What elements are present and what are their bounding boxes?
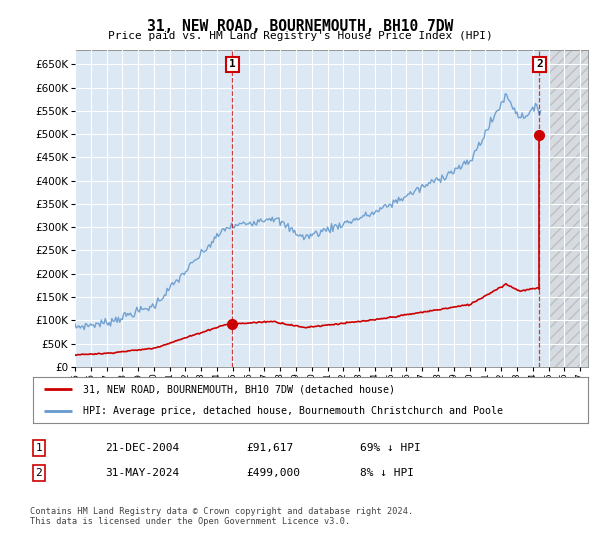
Text: HPI: Average price, detached house, Bournemouth Christchurch and Poole: HPI: Average price, detached house, Bour… — [83, 407, 503, 416]
Text: 21-DEC-2004: 21-DEC-2004 — [105, 443, 179, 453]
Text: £91,617: £91,617 — [246, 443, 293, 453]
Text: Price paid vs. HM Land Registry's House Price Index (HPI): Price paid vs. HM Land Registry's House … — [107, 31, 493, 41]
Bar — [548, 50, 600, 367]
Text: 31, NEW ROAD, BOURNEMOUTH, BH10 7DW (detached house): 31, NEW ROAD, BOURNEMOUTH, BH10 7DW (det… — [83, 384, 395, 394]
Text: 31-MAY-2024: 31-MAY-2024 — [105, 468, 179, 478]
Text: 69% ↓ HPI: 69% ↓ HPI — [360, 443, 421, 453]
Text: 1: 1 — [229, 59, 236, 69]
Text: 31, NEW ROAD, BOURNEMOUTH, BH10 7DW: 31, NEW ROAD, BOURNEMOUTH, BH10 7DW — [147, 19, 453, 34]
Text: 8% ↓ HPI: 8% ↓ HPI — [360, 468, 414, 478]
Text: 1: 1 — [35, 443, 43, 453]
Text: Contains HM Land Registry data © Crown copyright and database right 2024.
This d: Contains HM Land Registry data © Crown c… — [30, 507, 413, 526]
Text: 2: 2 — [536, 59, 543, 69]
Text: 2: 2 — [35, 468, 43, 478]
Text: £499,000: £499,000 — [246, 468, 300, 478]
